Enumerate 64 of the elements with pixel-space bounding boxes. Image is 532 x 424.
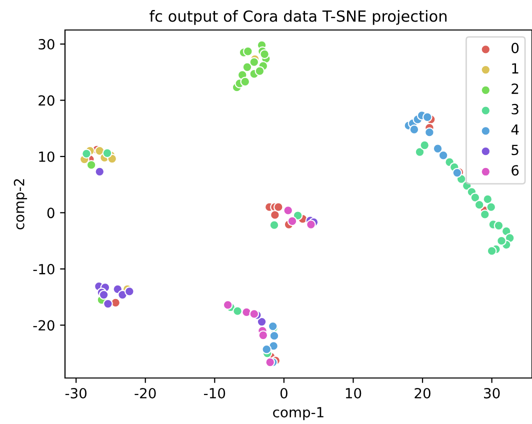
legend-label: 2: [512, 84, 518, 94]
point: [414, 147, 425, 157]
point: [270, 210, 280, 220]
point: [82, 148, 92, 159]
x-tick-label: -10: [204, 388, 226, 398]
point: [438, 150, 448, 160]
point: [422, 112, 432, 122]
point: [287, 216, 298, 226]
point: [480, 209, 490, 220]
x-tick-label: -30: [65, 388, 87, 398]
point: [269, 220, 280, 230]
point: [494, 220, 504, 231]
y-tick-label: -10: [33, 264, 54, 274]
point: [496, 236, 506, 246]
y-tick-label: 0: [47, 208, 54, 218]
y-tick-label: 20: [38, 95, 54, 106]
point: [232, 306, 242, 316]
legend-label: 5: [512, 144, 518, 156]
point: [103, 298, 113, 309]
point: [265, 357, 276, 368]
point: [486, 202, 496, 212]
x-tick-label: -20: [134, 388, 156, 398]
point: [262, 344, 272, 354]
point: [254, 66, 265, 76]
point: [409, 124, 420, 134]
point: [86, 160, 96, 170]
point: [258, 330, 268, 340]
point: [102, 148, 112, 158]
point: [260, 49, 270, 60]
point: [269, 330, 280, 341]
y-tick-label: 30: [38, 39, 54, 50]
point: [240, 76, 250, 87]
legend-label: 6: [512, 165, 519, 176]
x-tick-label: 0: [280, 388, 288, 398]
x-tick-label: 10: [346, 388, 362, 398]
legend-label: 0: [512, 42, 519, 54]
y-tick-label: -20: [33, 320, 54, 331]
point: [249, 308, 260, 319]
x-tick-label: 30: [484, 388, 500, 398]
point: [273, 202, 284, 212]
chart-title: fc output of Cora data T-SNE projection: [150, 10, 447, 25]
legend-label: 3: [512, 104, 518, 114]
y-tick-label: 10: [39, 151, 54, 162]
point: [256, 316, 267, 327]
point: [249, 57, 260, 67]
point: [432, 144, 443, 154]
legend-label: 4: [511, 124, 519, 135]
x-axis-title: comp-1: [273, 407, 324, 420]
point: [242, 62, 252, 72]
point: [424, 127, 434, 138]
point: [420, 140, 430, 150]
legend-label: 1: [512, 63, 518, 74]
point: [283, 206, 294, 216]
point: [98, 290, 109, 300]
point: [486, 246, 497, 256]
point: [242, 46, 253, 56]
y-axis-title: comp-2: [14, 179, 28, 230]
point: [306, 220, 316, 230]
point: [94, 166, 105, 177]
point: [482, 194, 493, 204]
point: [474, 200, 484, 210]
point: [222, 300, 233, 310]
point: [470, 192, 480, 202]
x-tick-label: 20: [414, 388, 430, 398]
